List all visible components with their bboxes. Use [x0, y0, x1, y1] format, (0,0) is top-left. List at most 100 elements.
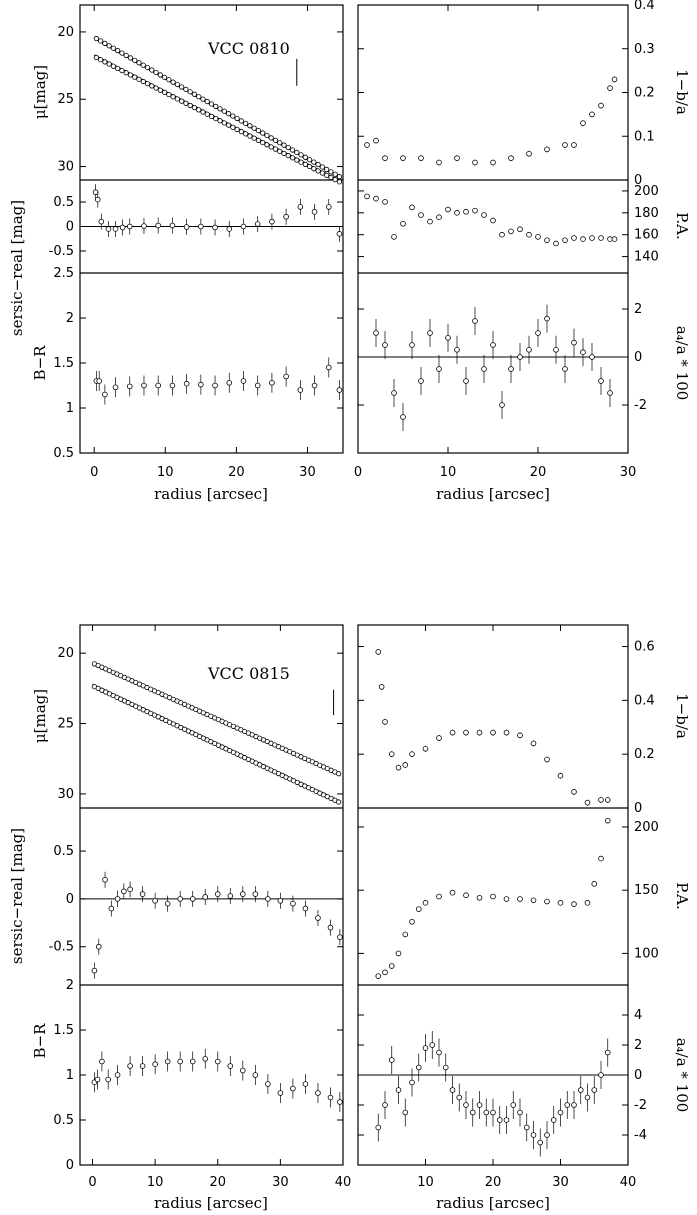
x-tick-label: 20: [485, 1175, 502, 1190]
mu-point: [247, 123, 253, 129]
color-point: [311, 382, 318, 389]
pa-point: [391, 234, 397, 240]
y-tick-label: -0.5: [49, 940, 74, 955]
y-tick-label: 100: [634, 946, 659, 961]
y-tick-label: 2.5: [53, 266, 74, 281]
y-tick-label: 0.1: [634, 129, 655, 144]
a4-point: [607, 390, 613, 396]
residual-point: [327, 924, 334, 931]
a4-point: [409, 342, 415, 348]
ellipticity-point: [544, 756, 550, 763]
x-tick-label: 0: [90, 465, 98, 480]
ellipticity-point: [395, 764, 402, 771]
y-tick-label: 0: [634, 1068, 642, 1083]
residual-point: [325, 204, 332, 210]
color-point: [189, 1058, 196, 1065]
y-tick-label: -2: [634, 398, 647, 413]
mu-point: [328, 169, 334, 175]
ellipticity-point: [436, 159, 442, 166]
x-tick-label: 40: [335, 1175, 352, 1190]
residual-point: [92, 189, 99, 196]
mu-point: [251, 125, 257, 131]
ellipticity-point: [544, 146, 550, 153]
y-tick-label: 0.5: [53, 446, 74, 461]
mu-point: [306, 163, 313, 170]
a4-point: [463, 378, 469, 384]
fig1-marks: 0 10 20 30 40 10 20 30 402025300.50-0.500.511.52…: [49, 625, 659, 1190]
mu-point: [196, 94, 202, 100]
y-tick-label: 30: [57, 787, 74, 802]
x-tick-label: 40: [620, 1175, 637, 1190]
a4-point: [523, 1124, 530, 1131]
color-point: [177, 1058, 183, 1065]
residual-point: [202, 894, 209, 900]
mu-point: [264, 132, 270, 139]
ellipticity-point: [373, 137, 379, 144]
ellipticity-axis-label: 1−b/a: [673, 693, 691, 739]
y-tick-label: 25: [57, 717, 74, 732]
color-point: [337, 1099, 343, 1105]
mu-point: [102, 59, 108, 65]
residual-point: [155, 222, 161, 229]
a4-point: [496, 1117, 503, 1123]
mu-point: [166, 77, 172, 83]
mu-point: [319, 170, 325, 176]
a4-point: [535, 330, 541, 336]
figure-vcc0815: 0 10 20 30 40 10 20 30 402025300.50-0.500.511.52…: [8, 624, 691, 1212]
x-tick-label: 10: [417, 1175, 434, 1190]
mu-point: [157, 87, 163, 93]
color-point: [327, 1094, 334, 1101]
residual-point: [152, 898, 158, 904]
pa-point: [611, 236, 618, 242]
color-point: [283, 373, 289, 380]
color-point: [96, 378, 102, 384]
residual-point: [212, 224, 218, 231]
mu-point: [136, 76, 142, 82]
a4-point: [445, 334, 451, 341]
a4-point: [382, 1102, 388, 1108]
color-point: [112, 384, 119, 391]
color-point: [114, 1072, 121, 1078]
mu-point: [311, 166, 317, 172]
ellipticity-point: [584, 799, 591, 806]
mu-point: [315, 161, 321, 168]
mu-axis-label: μ[mag]: [31, 689, 49, 743]
residual-point: [112, 226, 119, 232]
ellipticity-point: [388, 751, 395, 757]
residual-point: [290, 900, 296, 907]
residual-point: [183, 224, 190, 230]
residual-point: [105, 226, 112, 232]
mu-point: [191, 91, 198, 97]
mu-point: [153, 85, 159, 91]
pa-point: [598, 235, 604, 241]
a4-axis-label: a₄/a * 100: [673, 1038, 691, 1113]
mu-point: [225, 111, 232, 117]
mu-point: [255, 127, 262, 134]
mu-point: [336, 799, 342, 805]
pa-point: [562, 237, 568, 243]
mu-point: [306, 157, 313, 163]
right-x-axis-label: radius [arcsec]: [436, 1194, 550, 1212]
pa-point: [544, 898, 550, 905]
fig0-marks: 0 10 20 30 0 10 20 302025300.50-0.50.511.522.50…: [49, 0, 659, 480]
mu-point: [272, 146, 279, 152]
a4-point: [530, 1132, 537, 1138]
mu-point: [157, 72, 163, 78]
mu-point: [281, 150, 287, 157]
pa-point: [449, 889, 456, 896]
pa-point: [382, 199, 388, 205]
a4-point: [409, 1079, 415, 1086]
color-point: [240, 1067, 246, 1074]
residual-point: [337, 934, 343, 940]
pa-point: [604, 817, 611, 824]
mu-point: [277, 148, 283, 154]
residual-point: [119, 224, 126, 231]
mu-point: [127, 72, 134, 78]
ellipticity-point: [508, 155, 514, 161]
color-point: [325, 364, 332, 371]
x-tick-label: 30: [272, 1175, 289, 1190]
y-tick-label: 1: [66, 1068, 74, 1083]
residual-point: [108, 905, 115, 912]
x-tick-label: 10: [147, 1175, 164, 1190]
mu-point: [255, 137, 262, 143]
